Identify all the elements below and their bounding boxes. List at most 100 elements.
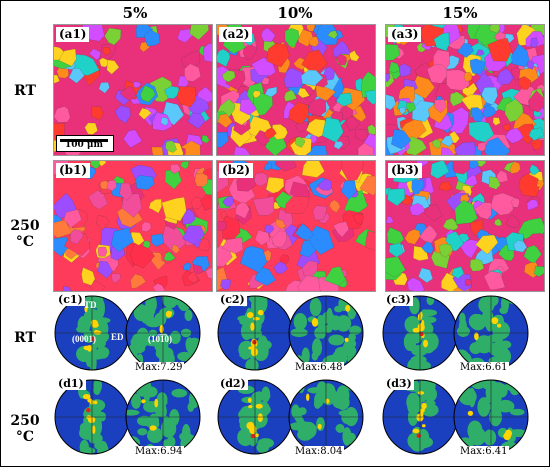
grain [301,161,325,178]
grain [386,73,391,83]
grain [438,181,453,192]
grain [323,266,347,286]
grain [138,107,152,120]
grain [295,120,309,133]
intensity-blob [477,397,491,417]
intensity-high [254,433,259,438]
intensity-blob [162,296,179,309]
grain [182,225,205,246]
pf-axis-ed: ED [111,332,124,342]
intensity-blob [483,429,497,446]
grain [388,61,401,74]
grain [323,66,335,81]
grain [506,214,520,228]
intensity-blob [239,405,255,422]
intensity-blob [293,313,307,331]
grain [265,176,285,194]
grain [468,121,495,143]
intensity-high [345,304,351,312]
grain [261,76,270,85]
grain [518,173,541,197]
pf-max-c3: Max:6.61 [458,362,510,374]
intensity-high [420,408,425,413]
grain [352,213,364,225]
pole-figure-0001 [218,296,292,370]
grain [522,233,544,254]
grain [274,161,297,172]
grain [399,63,412,78]
intensity-high [257,413,263,423]
grain [329,199,341,214]
intensity-blob [297,380,306,394]
grain [341,161,364,182]
grain [421,239,434,254]
grain [387,188,406,207]
grain [530,37,539,49]
grain [152,283,166,291]
pf-plane-10-10: (10̅1̅0) [148,334,172,344]
intensity-blob [240,347,251,360]
pf-max-d2: Max:8.04 [293,446,345,458]
pf-axis-td: TD [84,300,97,310]
grain [81,267,96,286]
grain [321,117,344,143]
grain [143,29,161,47]
grain [406,102,416,114]
grain [130,273,147,289]
intensity-blob [486,385,494,396]
pf-max-d1: Max:6.94 [133,446,185,458]
intensity-high [412,428,420,434]
grain [306,98,327,117]
pole-figure-0001 [55,380,129,454]
intensity-high [91,322,99,328]
intensity-high [82,394,91,400]
intensity-blob [335,315,352,332]
grain [295,223,315,241]
grain [104,27,122,46]
panel-label: (a1) [56,27,90,42]
grain [279,254,290,266]
grain [470,107,484,123]
grain [165,140,177,153]
intensity-blob [171,388,188,398]
intensity-blob [354,442,362,454]
grain [418,267,434,284]
grain [264,224,275,234]
grain [333,140,344,150]
grain [140,84,156,103]
pole-figure-0001 [218,380,292,454]
grain [119,86,137,102]
grain [484,136,511,155]
pf-panel-label-d3: (d3) [384,377,414,390]
grain [488,176,501,190]
grain [106,180,117,192]
grain [509,161,521,174]
intensity-high [93,400,98,405]
intensity-high [306,393,310,401]
grain [186,271,199,284]
intensity-blob [411,328,423,344]
intensity-blob [93,385,101,396]
grain [513,239,528,253]
grain [454,199,478,225]
grain [170,163,182,175]
grain [97,260,114,279]
grain [386,256,406,278]
grain [141,221,152,233]
grain [254,266,277,286]
intensity-high [94,330,102,335]
intensity-high [419,311,423,319]
grain [424,204,443,222]
grain [496,68,515,85]
grain [309,36,320,48]
grain [483,270,506,291]
grain [533,266,544,278]
column-header-15pct: 15% [442,4,478,22]
grain [489,192,515,216]
column-header-10pct: 10% [277,4,313,22]
intensity-blob [313,398,322,409]
intensity-high [92,425,96,435]
intensity-high [497,323,502,328]
intensity-blob [189,390,200,409]
grain [523,244,542,264]
